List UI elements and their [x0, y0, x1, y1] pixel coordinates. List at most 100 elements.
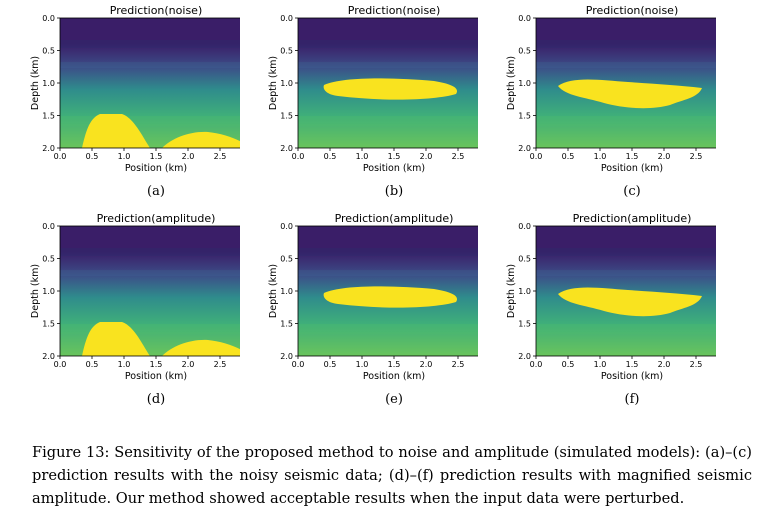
- x-axis-label: Position (km): [601, 371, 663, 382]
- x-tick-label: 2.5: [690, 152, 703, 161]
- y-axis-label: Depth (km): [268, 56, 279, 110]
- x-tick-label: 0.5: [562, 360, 575, 369]
- x-tick-label: 1.0: [118, 152, 131, 161]
- x-tick-label: 0.5: [324, 360, 337, 369]
- x-axis-label: Position (km): [363, 163, 425, 174]
- panel-title: Prediction(amplitude): [573, 212, 692, 225]
- x-tick-label: 1.0: [594, 360, 607, 369]
- x-tick-label: 1.5: [150, 360, 163, 369]
- y-tick-label: 2.0: [518, 352, 531, 361]
- panel-plot: 0.00.51.01.52.02.53.00.00.51.01.52.0Pred…: [30, 212, 240, 407]
- x-tick-label: 0.5: [86, 152, 99, 161]
- y-tick-label: 0.5: [42, 255, 55, 264]
- x-tick-label: 1.5: [150, 152, 163, 161]
- y-tick-label: 2.0: [280, 352, 293, 361]
- y-tick-label: 0.0: [518, 222, 531, 231]
- salt-body-0: [558, 79, 702, 109]
- y-tick-label: 1.0: [518, 287, 531, 296]
- x-tick-label: 2.5: [214, 152, 227, 161]
- y-tick-label: 1.5: [518, 320, 531, 329]
- y-tick-label: 1.0: [280, 287, 293, 296]
- y-tick-label: 1.0: [42, 79, 55, 88]
- x-tick-label: 2.0: [420, 360, 433, 369]
- x-tick-label: 0.5: [86, 360, 99, 369]
- panel-plot: 0.00.51.01.52.02.53.00.00.51.01.52.0Pred…: [506, 4, 716, 199]
- x-tick-label: 1.5: [388, 152, 401, 161]
- subfigure-label: (d): [147, 392, 165, 407]
- figure-panel-d: 0.00.51.01.52.02.53.00.00.51.01.52.0Pred…: [0, 208, 240, 413]
- x-axis-label: Position (km): [125, 371, 187, 382]
- salt-body-0: [323, 78, 458, 100]
- salt-body-0: [82, 322, 150, 356]
- x-tick-label: 1.0: [118, 360, 131, 369]
- y-tick-label: 1.0: [518, 79, 531, 88]
- y-tick-label: 1.0: [280, 79, 293, 88]
- x-tick-label: 2.5: [690, 360, 703, 369]
- y-tick-label: 0.5: [280, 255, 293, 264]
- figure-panel-e: 0.00.51.01.52.02.53.00.00.51.01.52.0Pred…: [238, 208, 478, 413]
- x-tick-label: 2.0: [182, 360, 195, 369]
- y-tick-label: 0.0: [280, 222, 293, 231]
- y-tick-label: 0.0: [42, 14, 55, 23]
- panel-title: Prediction(noise): [110, 4, 203, 17]
- x-tick-label: 1.5: [626, 360, 639, 369]
- panel-title: Prediction(noise): [586, 4, 679, 17]
- y-tick-label: 2.0: [518, 144, 531, 153]
- figure-panel-a: 0.00.51.01.52.02.53.00.00.51.01.52.0Pred…: [0, 0, 240, 205]
- y-tick-label: 2.0: [42, 352, 55, 361]
- x-tick-label: 1.0: [356, 152, 369, 161]
- x-tick-label: 0.0: [54, 152, 67, 161]
- y-tick-label: 0.0: [518, 14, 531, 23]
- subfigure-label: (e): [385, 392, 403, 407]
- x-tick-label: 2.0: [182, 152, 195, 161]
- x-tick-label: 1.0: [594, 152, 607, 161]
- subfigure-label: (f): [625, 392, 640, 407]
- x-axis-label: Position (km): [363, 371, 425, 382]
- figure-panel-b: 0.00.51.01.52.02.53.00.00.51.01.52.0Pred…: [238, 0, 478, 205]
- figure-panel-c: 0.00.51.01.52.02.53.00.00.51.01.52.0Pred…: [476, 0, 716, 205]
- velocity-field: [60, 226, 240, 356]
- x-tick-label: 2.0: [658, 152, 671, 161]
- x-tick-label: 2.5: [452, 152, 465, 161]
- y-tick-label: 0.5: [280, 47, 293, 56]
- panel-plot: 0.00.51.01.52.02.53.00.00.51.01.52.0Pred…: [506, 212, 716, 407]
- velocity-field: [60, 18, 240, 148]
- y-axis-label: Depth (km): [30, 56, 41, 110]
- y-tick-label: 1.5: [42, 320, 55, 329]
- x-tick-label: 0.0: [530, 360, 543, 369]
- y-tick-label: 2.0: [42, 144, 55, 153]
- x-tick-label: 0.5: [562, 152, 575, 161]
- y-axis-label: Depth (km): [506, 56, 517, 110]
- figure-panel-f: 0.00.51.01.52.02.53.00.00.51.01.52.0Pred…: [476, 208, 716, 413]
- salt-body-0: [558, 287, 702, 317]
- x-tick-label: 0.0: [54, 360, 67, 369]
- x-tick-label: 2.0: [420, 152, 433, 161]
- x-tick-label: 2.5: [452, 360, 465, 369]
- x-tick-label: 0.0: [530, 152, 543, 161]
- x-axis-label: Position (km): [601, 163, 663, 174]
- x-tick-label: 0.0: [292, 360, 305, 369]
- x-tick-label: 0.0: [292, 152, 305, 161]
- y-tick-label: 1.5: [280, 320, 293, 329]
- panel-plot: 0.00.51.01.52.02.53.00.00.51.01.52.0Pred…: [268, 4, 478, 199]
- panel-title: Prediction(amplitude): [335, 212, 454, 225]
- panel-plot: 0.00.51.01.52.02.53.00.00.51.01.52.0Pred…: [30, 4, 240, 199]
- x-tick-label: 0.5: [324, 152, 337, 161]
- x-tick-label: 2.0: [658, 360, 671, 369]
- x-tick-label: 2.5: [214, 360, 227, 369]
- y-tick-label: 1.5: [280, 112, 293, 121]
- x-axis-label: Position (km): [125, 163, 187, 174]
- y-axis-label: Depth (km): [268, 264, 279, 318]
- subfigure-label: (c): [623, 184, 640, 199]
- y-tick-label: 1.5: [518, 112, 531, 121]
- y-tick-label: 0.5: [518, 255, 531, 264]
- panel-plot: 0.00.51.01.52.02.53.00.00.51.01.52.0Pred…: [268, 212, 478, 407]
- y-tick-label: 1.0: [42, 287, 55, 296]
- y-tick-label: 0.0: [280, 14, 293, 23]
- salt-body-0: [323, 286, 458, 308]
- panel-title: Prediction(noise): [348, 4, 441, 17]
- panel-title: Prediction(amplitude): [97, 212, 216, 225]
- x-tick-label: 1.0: [356, 360, 369, 369]
- subfigure-label: (a): [147, 184, 165, 199]
- x-tick-label: 1.5: [388, 360, 401, 369]
